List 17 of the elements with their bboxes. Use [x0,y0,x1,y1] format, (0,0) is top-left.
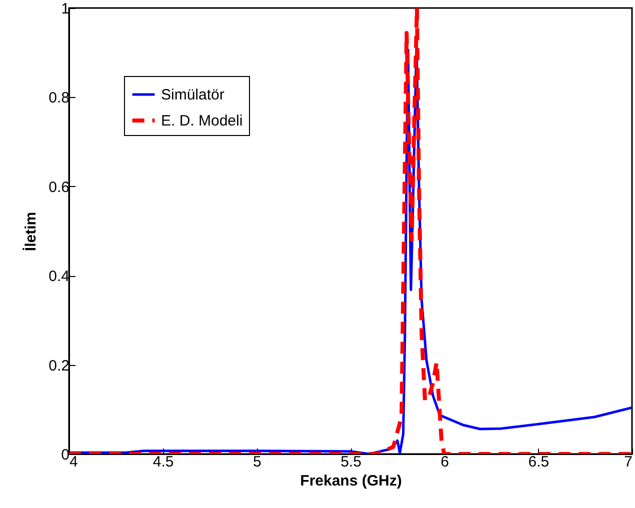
legend-label: Simülatör [161,86,224,104]
legend-label: E. D. Modeli [161,112,243,130]
y-axis-title: İletim [22,212,40,252]
x-tick-label: 4 [70,454,78,470]
x-tick-label: 7 [624,454,632,470]
x-axis-title: Frekans (GHz) [300,472,402,490]
x-tick-label: 6.5 [528,454,550,470]
x-tick-label: 5.5 [340,454,362,470]
x-tick-label: 6 [440,454,450,470]
y-tick-label: 1 [61,0,70,18]
y-tick-label: 0.2 [48,357,70,374]
x-tick-label: 4.5 [152,454,174,470]
y-tick-label: 0.4 [48,268,70,286]
y-tick-label: 0 [61,446,70,464]
x-tick-label: 5 [252,454,262,470]
y-tick-label: 0.8 [48,90,70,107]
y-tick-label: 0.6 [48,178,70,196]
